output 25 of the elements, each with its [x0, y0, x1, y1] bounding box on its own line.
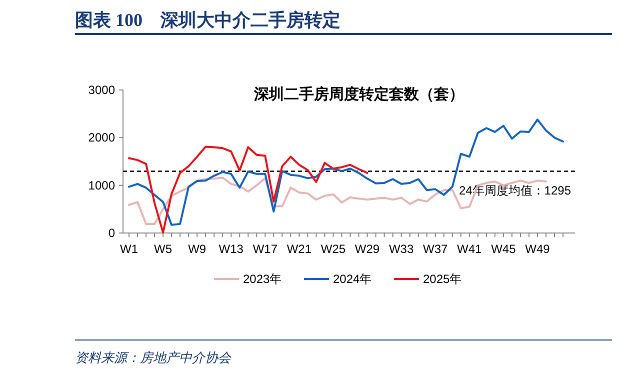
x-tick-label: W49	[525, 242, 550, 256]
y-tick-label: 2000	[88, 130, 116, 145]
legend-label: 2025年	[423, 272, 462, 286]
x-tick-label: W5	[154, 242, 172, 256]
y-tick-label: 1000	[88, 178, 116, 192]
x-tick-label: W45	[491, 242, 516, 256]
chart-subtitle: 深圳二手房周度转定套数（套）	[253, 85, 464, 103]
x-tick-label: W33	[388, 242, 414, 256]
legend-label: 2023年	[243, 272, 282, 286]
x-tick-label: W37	[423, 242, 448, 256]
legend-label: 2024年	[333, 272, 372, 286]
x-tick-label: W25	[320, 242, 346, 256]
x-tick-label: W29	[354, 242, 380, 256]
text: 资料来源：房地产中介协会	[75, 350, 232, 365]
x-tick-label: W17	[252, 242, 278, 256]
chart-title: 图表 100 深圳大中介二手房转定	[75, 10, 340, 30]
line-series	[128, 146, 368, 234]
x-tick-label: W21	[286, 242, 312, 256]
x-tick-label: W9	[188, 242, 206, 256]
y-tick-label: 0	[108, 226, 116, 240]
y-tick-label: 3000	[88, 83, 116, 97]
x-tick-label: W1	[120, 242, 138, 256]
x-tick-label: W41	[457, 242, 482, 256]
x-tick-label: W13	[218, 242, 244, 256]
line-series	[128, 176, 547, 225]
